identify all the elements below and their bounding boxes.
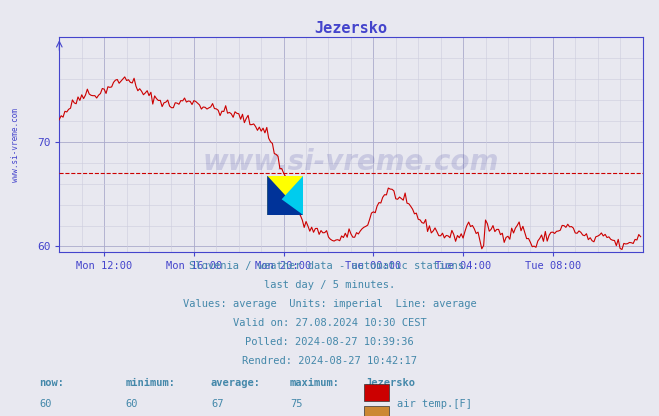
Text: air temp.[F]: air temp.[F] [397,399,473,409]
Text: Polled: 2024-08-27 10:39:36: Polled: 2024-08-27 10:39:36 [245,337,414,347]
Text: Slovenia / weather data - automatic stations.: Slovenia / weather data - automatic stat… [189,261,470,271]
Text: last day / 5 minutes.: last day / 5 minutes. [264,280,395,290]
Text: maximum:: maximum: [290,378,340,388]
Text: Rendred: 2024-08-27 10:42:17: Rendred: 2024-08-27 10:42:17 [242,356,417,366]
Title: Jezersko: Jezersko [314,21,387,36]
Text: average:: average: [211,378,261,388]
Polygon shape [267,176,303,215]
Text: Values: average  Units: imperial  Line: average: Values: average Units: imperial Line: av… [183,299,476,309]
Text: minimum:: minimum: [125,378,175,388]
Text: 60: 60 [40,399,52,409]
Polygon shape [281,176,303,215]
Text: 67: 67 [211,399,223,409]
Text: 60: 60 [125,399,138,409]
FancyBboxPatch shape [364,406,389,416]
Text: 75: 75 [290,399,302,409]
Text: Valid on: 27.08.2024 10:30 CEST: Valid on: 27.08.2024 10:30 CEST [233,318,426,328]
Text: Jezersko: Jezersko [366,378,416,388]
Text: www.si-vreme.com: www.si-vreme.com [11,108,20,181]
FancyBboxPatch shape [364,384,389,401]
Text: now:: now: [40,378,65,388]
Text: www.si-vreme.com: www.si-vreme.com [203,148,499,176]
